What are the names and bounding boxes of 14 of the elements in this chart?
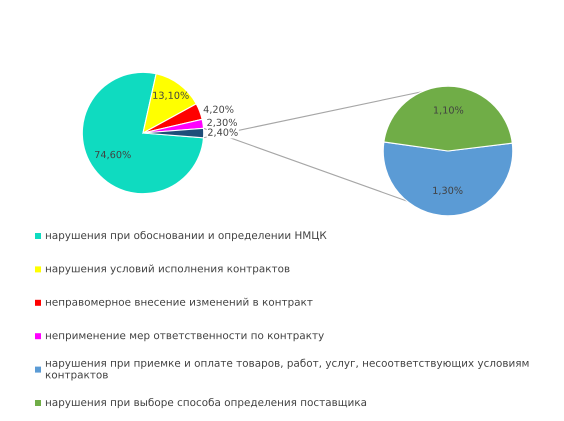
pie-slice	[82, 72, 204, 194]
data-label: 4,20%	[204, 106, 234, 114]
legend-label: неприменение мер ответственности по контракту	[46, 333, 324, 342]
legend-label: нарушения при выборе способа определения поставщика	[46, 398, 366, 408]
data-label: 2,30%	[207, 118, 237, 128]
data-label: 74,60%	[95, 150, 131, 160]
legend-label: нарушения при приемке и оплате товаров, работ, услуг, несоответствующих условиям контрактов	[46, 358, 528, 381]
legend-label: нарушения при обосновании и определении НМЦК	[46, 230, 327, 242]
legend-label: нарушения условий исполнения контрактов	[46, 264, 290, 274]
legend-label: неправомерное внесение изменений в контракт	[46, 298, 313, 308]
data-label: 1,30%	[433, 186, 463, 195]
data-label: 2,40%	[208, 128, 238, 137]
data-label: 1,10%	[434, 106, 464, 115]
data-label: 13,10%	[153, 92, 189, 100]
